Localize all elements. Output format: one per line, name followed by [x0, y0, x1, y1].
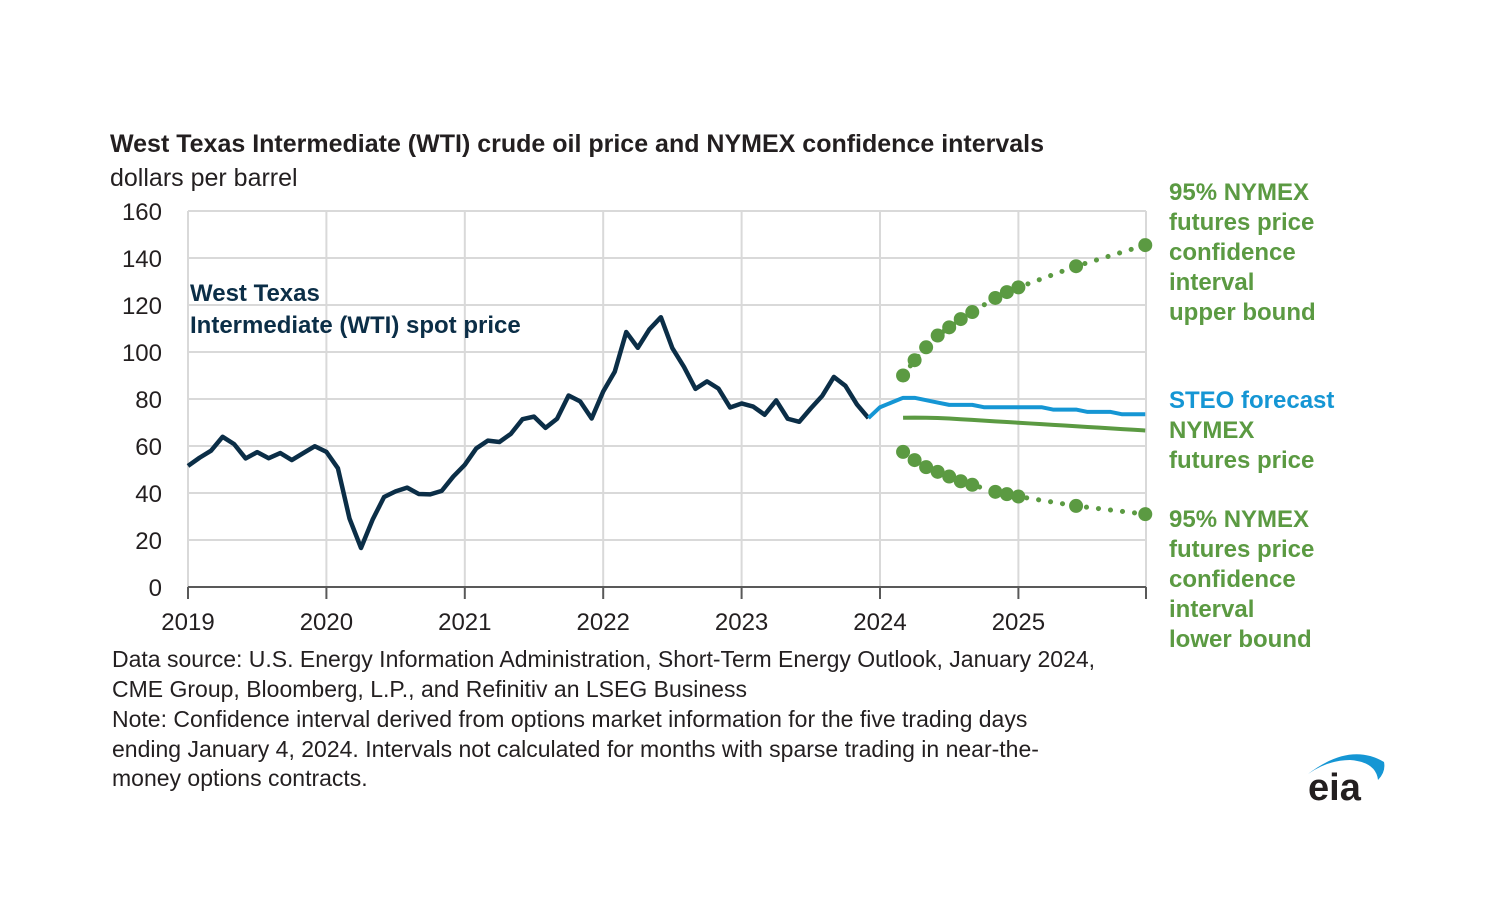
lower-bound-marker — [965, 477, 980, 492]
y-tick-label: 20 — [135, 528, 162, 555]
x-tick-label: 2019 — [161, 609, 214, 636]
upper-bound-marker — [896, 368, 911, 383]
y-tick-label: 160 — [122, 199, 162, 226]
upper-label-line: futures price — [1169, 209, 1315, 236]
lower-bound-marker — [942, 469, 957, 484]
upper-bound-marker — [919, 340, 934, 355]
upper-bound-marker — [907, 353, 922, 368]
lower-label-line: futures price — [1169, 536, 1315, 563]
lower-bound-marker — [988, 484, 1003, 499]
note-line: money options contracts. — [112, 765, 368, 791]
upper-bound-marker — [965, 305, 980, 320]
upper-label-line: interval — [1169, 269, 1255, 296]
wti-label-line: Intermediate (WTI) spot price — [190, 312, 521, 339]
lower-bound-marker — [896, 444, 911, 459]
y-tick-label: 100 — [122, 340, 162, 367]
upper-bound-label: 95% NYMEX futures price confidence inter… — [1169, 178, 1316, 328]
nymex-futures-label: NYMEX futures price — [1169, 416, 1314, 476]
chart-title: West Texas Intermediate (WTI) crude oil … — [110, 130, 1045, 158]
upper-bound-line — [900, 242, 1148, 378]
lower-bound-marker — [930, 464, 945, 479]
eia-logo-text: eia — [1308, 767, 1362, 804]
nymex-futures-line — [903, 415, 1146, 433]
y-tick-label: 80 — [135, 387, 162, 414]
upper-bound-marker — [988, 290, 1003, 305]
note-line: ending January 4, 2024. Intervals not ca… — [112, 735, 1039, 762]
data-source: Data source: U.S. Energy Information Adm… — [112, 645, 1095, 704]
lower-label-line: 95% NYMEX — [1169, 506, 1310, 533]
source-line: CME Group, Bloomberg, L.P., and Refiniti… — [112, 675, 747, 702]
upper-label-line: confidence — [1169, 239, 1296, 266]
x-tick-label: 2020 — [300, 609, 353, 636]
lower-bound-marker — [1138, 507, 1153, 522]
lower-label-line: lower bound — [1169, 626, 1312, 653]
x-tick-label: 2025 — [992, 609, 1045, 636]
grid-lines — [187, 210, 1147, 599]
nymex-label-line: NYMEX — [1169, 417, 1255, 444]
upper-label-line: upper bound — [1169, 299, 1316, 326]
upper-label-line: 95% NYMEX — [1169, 179, 1310, 206]
wti-label-line: West Texas — [190, 280, 320, 307]
x-tick-label: 2022 — [577, 609, 630, 636]
lower-bound-label: 95% NYMEX futures price confidence inter… — [1169, 505, 1314, 655]
lower-bound-marker — [907, 453, 922, 468]
lower-bound-marker — [1069, 498, 1084, 513]
series-layer — [186, 238, 1153, 551]
wti-spot-price-line — [186, 314, 871, 551]
upper-bound-marker — [1069, 259, 1084, 274]
lower-bound-marker — [999, 487, 1014, 502]
lower-label-line: confidence — [1169, 566, 1296, 593]
upper-bound-marker — [1138, 238, 1153, 253]
upper-bound-marker — [999, 285, 1014, 300]
note-line: Note: Confidence interval derived from o… — [112, 706, 1028, 732]
y-tick-label: 40 — [135, 481, 162, 508]
lower-label-line: interval — [1169, 596, 1255, 623]
lower-bound-line — [900, 449, 1148, 517]
upper-bound-marker — [953, 312, 968, 327]
lower-bound-marker — [953, 474, 968, 489]
eia-logo: eia — [1308, 754, 1385, 804]
x-tick-label: 2021 — [438, 609, 491, 636]
steo-forecast-line — [867, 395, 1146, 420]
chart-subtitle: dollars per barrel — [110, 164, 298, 192]
y-tick-label: 0 — [149, 575, 162, 602]
steo-label-line: STEO forecast — [1169, 387, 1335, 414]
x-tick-label: 2023 — [715, 609, 768, 636]
upper-bound-marker — [942, 320, 957, 335]
x-axis-ticks: 2019 2020 2021 2022 2023 2024 2025 — [161, 609, 1045, 636]
eia-logo-arc-icon — [1308, 754, 1385, 780]
y-tick-label: 140 — [122, 246, 162, 273]
chart-note: Note: Confidence interval derived from o… — [112, 705, 1039, 794]
y-tick-label: 60 — [135, 434, 162, 461]
steo-forecast-label: STEO forecast — [1169, 386, 1334, 416]
x-tick-label: 2024 — [853, 609, 906, 636]
nymex-label-line: futures price — [1169, 447, 1315, 474]
lower-bound-marker — [919, 460, 934, 475]
source-line: Data source: U.S. Energy Information Adm… — [112, 646, 1096, 672]
upper-bound-marker — [930, 328, 945, 343]
wti-series-label: West Texas Intermediate (WTI) spot price — [190, 278, 521, 342]
y-axis-ticks: 0 20 40 60 80 100 120 140 160 — [122, 199, 162, 602]
lower-bound-marker — [1011, 489, 1026, 504]
upper-bound-marker — [1011, 280, 1026, 295]
y-tick-label: 120 — [122, 293, 162, 320]
